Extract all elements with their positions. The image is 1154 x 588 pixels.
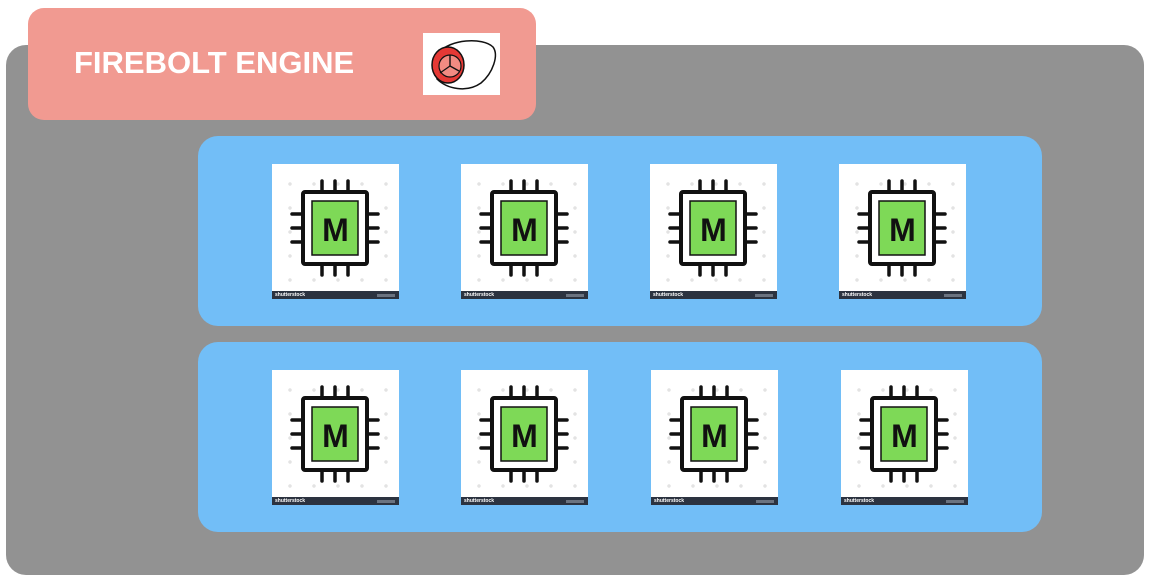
microchip-icon bbox=[290, 179, 380, 277]
chip-label: M bbox=[511, 212, 538, 248]
tile-footer: shutterstock bbox=[461, 497, 588, 505]
chip-label: M bbox=[322, 418, 349, 454]
tile-footer: shutterstock bbox=[841, 497, 968, 505]
microchip-icon bbox=[857, 179, 947, 277]
tile-footer: shutterstock bbox=[839, 291, 966, 299]
footer-meta bbox=[377, 500, 395, 503]
tile-footer: shutterstock bbox=[650, 291, 777, 299]
watermark-text: shutterstock bbox=[842, 292, 873, 298]
microchip-icon bbox=[479, 385, 569, 483]
tile-footer: shutterstock bbox=[651, 497, 778, 505]
chip-label: M bbox=[701, 418, 728, 454]
watermark-text: shutterstock bbox=[275, 292, 306, 298]
tile-footer: shutterstock bbox=[461, 291, 588, 299]
watermark-text: shutterstock bbox=[464, 498, 495, 504]
engine-header: FIREBOLT ENGINE bbox=[28, 8, 536, 120]
watermark-text: shutterstock bbox=[464, 292, 495, 298]
chip-label: M bbox=[322, 212, 349, 248]
footer-meta bbox=[566, 294, 584, 297]
watermark-text: shutterstock bbox=[275, 498, 306, 504]
footer-meta bbox=[377, 294, 395, 297]
tile-footer: shutterstock bbox=[272, 497, 399, 505]
firebolt-logo-icon bbox=[423, 33, 500, 95]
footer-meta bbox=[756, 500, 774, 503]
microchip-icon bbox=[669, 385, 759, 483]
watermark-text: shutterstock bbox=[654, 498, 685, 504]
chip-label: M bbox=[891, 418, 918, 454]
watermark-text: shutterstock bbox=[844, 498, 875, 504]
microchip-icon bbox=[290, 385, 380, 483]
watermark-text: shutterstock bbox=[653, 292, 684, 298]
engine-title: FIREBOLT ENGINE bbox=[74, 45, 355, 80]
footer-meta bbox=[566, 500, 584, 503]
microchip-icon bbox=[859, 385, 949, 483]
microchip-icon bbox=[479, 179, 569, 277]
chip-label: M bbox=[511, 418, 538, 454]
footer-meta bbox=[946, 500, 964, 503]
footer-meta bbox=[944, 294, 962, 297]
chip-label: M bbox=[889, 212, 916, 248]
footer-meta bbox=[755, 294, 773, 297]
chip-label: M bbox=[700, 212, 727, 248]
microchip-icon bbox=[668, 179, 758, 277]
tile-footer: shutterstock bbox=[272, 291, 399, 299]
